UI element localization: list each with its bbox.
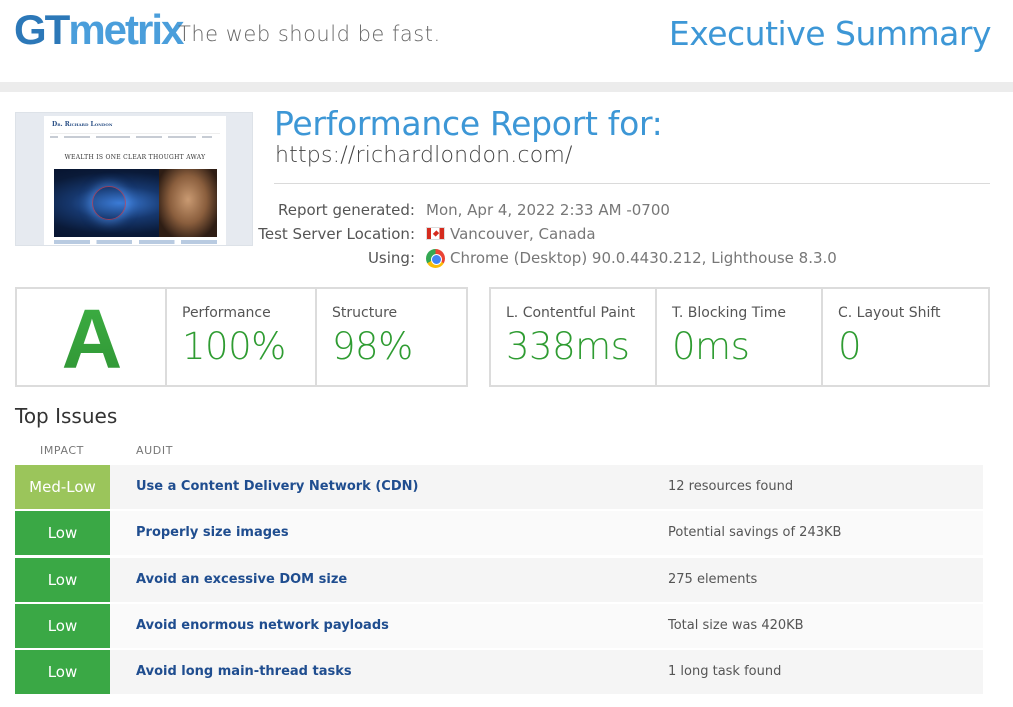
audit-detail: 12 resources found <box>668 479 794 494</box>
impact-column-header: IMPACT <box>40 444 84 457</box>
cls-cell: C. Layout Shift 0 <box>823 289 988 385</box>
issues-table: Med-Low Use a Content Delivery Network (… <box>15 465 983 696</box>
impact-badge: Low <box>15 511 110 556</box>
tbt-label: T. Blocking Time <box>672 305 787 321</box>
performance-label: Performance <box>182 305 271 321</box>
gtmetrix-grade: A <box>17 291 167 388</box>
web-vitals-box: L. Contentful Paint 338ms T. Blocking Ti… <box>489 287 990 387</box>
issue-row[interactable]: Low Avoid an excessive DOM size 275 elem… <box>15 557 983 602</box>
audit-link[interactable]: Use a Content Delivery Network (CDN) <box>136 479 419 494</box>
structure-score-cell: Structure 98% <box>317 289 466 385</box>
audit-link[interactable]: Avoid enormous network payloads <box>136 617 389 633</box>
thumbnail-nav <box>50 133 220 139</box>
thumbnail-portrait <box>159 169 217 237</box>
thumbnail-tabs <box>54 240 217 244</box>
cls-label: C. Layout Shift <box>838 305 941 321</box>
lcp-value: 338ms <box>506 325 630 368</box>
gtmetrix-logo[interactable]: GTmetrix <box>14 6 184 53</box>
header-divider <box>0 82 1013 92</box>
logo-gt: GT <box>14 6 70 53</box>
issue-row[interactable]: Low Avoid long main-thread tasks 1 long … <box>15 650 983 695</box>
meta-row-server-location: Test Server Location: Vancouver, Canada <box>258 221 874 245</box>
top-issues-heading: Top Issues <box>15 404 118 428</box>
impact-badge: Med-Low <box>15 465 110 509</box>
canada-flag-icon <box>426 227 445 240</box>
performance-value: 100% <box>182 325 286 368</box>
tagline: The web should be fast. <box>178 22 441 46</box>
audit-detail: Total size was 420KB <box>668 617 804 633</box>
grade-cell: A <box>17 289 167 388</box>
chrome-icon <box>426 249 445 268</box>
meta-value-with-icon: Chrome (Desktop) 90.0.4430.212, Lighthou… <box>426 249 837 268</box>
audit-column-header: AUDIT <box>136 444 174 457</box>
meta-label: Report generated: <box>277 201 415 219</box>
report-meta: Report generated: Mon, Apr 4, 2022 2:33 … <box>258 197 874 269</box>
meta-row-using: Using: Chrome (Desktop) 90.0.4430.212, L… <box>274 245 874 269</box>
tbt-value: 0ms <box>672 325 750 368</box>
thumbnail-orb <box>92 186 126 220</box>
audit-link[interactable]: Avoid an excessive DOM size <box>136 571 348 587</box>
page-header: GTmetrix The web should be fast. Executi… <box>0 0 1013 82</box>
thumbnail-hero-image <box>54 169 217 237</box>
lcp-label: L. Contentful Paint <box>506 305 636 321</box>
gtmetrix-grade-box: A Performance 100% Structure 98% <box>15 287 468 387</box>
meta-value-with-icon: Vancouver, Canada <box>426 225 596 243</box>
cls-value: 0 <box>838 325 862 368</box>
meta-label: Using: <box>367 249 415 267</box>
audit-link[interactable]: Avoid long main-thread tasks <box>136 664 352 680</box>
report-divider <box>274 183 990 184</box>
impact-badge: Low <box>15 650 110 695</box>
thumbnail-page: Dr. Richard London WEALTH IS ONE CLEAR T… <box>44 116 226 245</box>
issue-row[interactable]: Low Properly size images Potential savin… <box>15 511 983 556</box>
meta-value: Vancouver, Canada <box>450 225 596 243</box>
logo-metrix: metrix <box>68 6 184 53</box>
audit-detail: 1 long task found <box>668 664 782 680</box>
thumbnail-site-name: Dr. Richard London <box>52 121 113 128</box>
report-url[interactable]: https://richardlondon.com/ <box>275 143 573 168</box>
issue-row[interactable]: Low Avoid enormous network payloads Tota… <box>15 603 983 648</box>
lcp-cell: L. Contentful Paint 338ms <box>491 289 657 385</box>
meta-row-report-generated: Report generated: Mon, Apr 4, 2022 2:33 … <box>274 197 874 221</box>
page-title: Executive Summary <box>668 14 992 53</box>
structure-value: 98% <box>332 325 413 368</box>
report-title: Performance Report for: <box>274 104 663 143</box>
tbt-cell: T. Blocking Time 0ms <box>657 289 823 385</box>
impact-badge: Low <box>15 603 110 648</box>
issue-row[interactable]: Med-Low Use a Content Delivery Network (… <box>15 465 983 509</box>
site-screenshot-thumbnail: Dr. Richard London WEALTH IS ONE CLEAR T… <box>15 112 253 246</box>
meta-value: Chrome (Desktop) 90.0.4430.212, Lighthou… <box>450 249 837 267</box>
audit-detail: 275 elements <box>668 571 758 587</box>
meta-value: Mon, Apr 4, 2022 2:33 AM -0700 <box>426 201 670 219</box>
impact-badge: Low <box>15 557 110 602</box>
thumbnail-motto: WEALTH IS ONE CLEAR THOUGHT AWAY <box>64 154 206 161</box>
structure-label: Structure <box>332 305 398 321</box>
audit-detail: Potential savings of 243KB <box>668 525 842 541</box>
performance-score-cell: Performance 100% <box>167 289 317 385</box>
audit-link[interactable]: Properly size images <box>136 525 289 541</box>
meta-label: Test Server Location: <box>258 225 415 243</box>
